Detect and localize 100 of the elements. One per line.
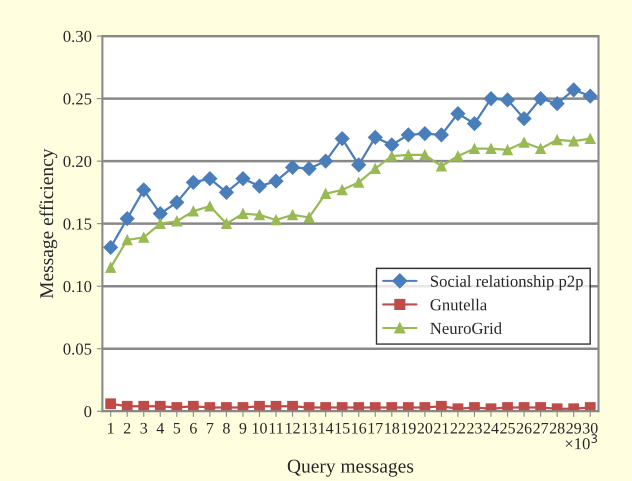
legend-label: NeuroGrid: [430, 322, 502, 334]
point: [450, 106, 466, 122]
x-tick-label: 19: [402, 422, 416, 434]
point: [219, 185, 234, 200]
point: [535, 402, 546, 412]
point: [502, 144, 513, 156]
x-tick-label: 17: [368, 422, 383, 434]
point: [152, 206, 168, 222]
point: [252, 178, 267, 194]
point: [584, 133, 596, 144]
x-tick-label: 8: [223, 422, 230, 434]
point: [138, 232, 150, 243]
point: [171, 216, 182, 227]
point: [351, 157, 366, 172]
point: [320, 188, 332, 200]
point: [516, 111, 532, 126]
y-axis-title: Message efficiency: [39, 148, 58, 298]
point: [270, 214, 282, 226]
point: [486, 143, 496, 154]
point: [484, 91, 498, 106]
point: [268, 174, 284, 189]
point: [334, 131, 350, 146]
point: [434, 127, 449, 142]
x-tick-label: 5: [174, 422, 180, 434]
point: [202, 171, 218, 186]
point: [400, 127, 416, 142]
point: [238, 208, 248, 220]
point: [467, 116, 482, 132]
point: [122, 234, 133, 246]
point: [436, 160, 447, 172]
point: [469, 402, 480, 412]
y-tick-label: 0.30: [63, 30, 92, 42]
point: [186, 175, 201, 190]
x-tick-label: 9: [239, 422, 246, 434]
x-tick-label: 7: [206, 422, 214, 434]
x-tick-label: 30: [583, 422, 598, 434]
x-tick-label: 13: [302, 422, 316, 434]
x-tick-label: 18: [385, 422, 400, 434]
point: [204, 402, 216, 412]
x-tick-label: 4: [156, 422, 164, 434]
point: [402, 150, 414, 160]
point: [304, 402, 314, 412]
point: [469, 143, 480, 154]
x-tick-label: 15: [336, 422, 350, 434]
point: [568, 136, 580, 147]
point: [204, 200, 216, 212]
x-axis-title: Query messages: [288, 460, 414, 477]
point: [566, 82, 582, 98]
point: [518, 136, 530, 148]
point: [221, 218, 232, 230]
point: [533, 91, 548, 106]
x-tick-label: 29: [566, 422, 582, 434]
point: [285, 160, 300, 175]
y-tick-label: 0.10: [63, 280, 92, 292]
point: [236, 171, 250, 186]
point: [419, 150, 430, 160]
x-tick-label: 24: [484, 422, 499, 434]
x-tick-label: 26: [516, 422, 532, 434]
point: [336, 184, 348, 196]
point: [154, 218, 166, 230]
x-tick-label: 20: [418, 422, 432, 434]
x-tick-label: 23: [467, 422, 482, 434]
x-tick-label: 22: [450, 422, 466, 434]
point: [254, 210, 265, 220]
x-tick-label: 12: [286, 422, 300, 434]
point: [304, 212, 314, 223]
point: [105, 398, 116, 410]
point: [370, 163, 381, 174]
point: [417, 126, 432, 142]
point: [353, 177, 364, 188]
legend-label: Gnutella: [430, 298, 487, 310]
x-tick-label: 2: [124, 422, 130, 434]
x-tick-label: 25: [500, 422, 515, 434]
x-tick-label: 28: [550, 422, 565, 434]
point: [386, 150, 398, 162]
x-tick-label: 21: [434, 422, 448, 434]
x-tick-label: 16: [352, 422, 366, 434]
point: [103, 240, 118, 255]
y-tick-label: 0: [84, 406, 92, 418]
x-tick-label: 6: [190, 422, 197, 434]
point: [535, 143, 546, 154]
y-tick-label: 0.15: [63, 218, 92, 230]
point: [188, 206, 199, 217]
x-tick-label: 10: [252, 422, 267, 434]
point: [169, 195, 184, 210]
point: [384, 137, 400, 152]
x-tick-label: 11: [270, 422, 283, 434]
point: [500, 92, 515, 108]
point: [502, 402, 513, 412]
point: [518, 402, 530, 412]
point: [452, 150, 464, 162]
y-tick-label: 0.25: [63, 93, 92, 105]
point: [302, 161, 316, 176]
point: [238, 402, 248, 412]
x-tick-label: 14: [319, 422, 334, 434]
point: [105, 262, 116, 273]
point: [136, 182, 152, 198]
legend-label: Social relationship p2p: [430, 275, 583, 290]
x-tick-label: 27: [533, 422, 548, 434]
point: [221, 402, 232, 412]
